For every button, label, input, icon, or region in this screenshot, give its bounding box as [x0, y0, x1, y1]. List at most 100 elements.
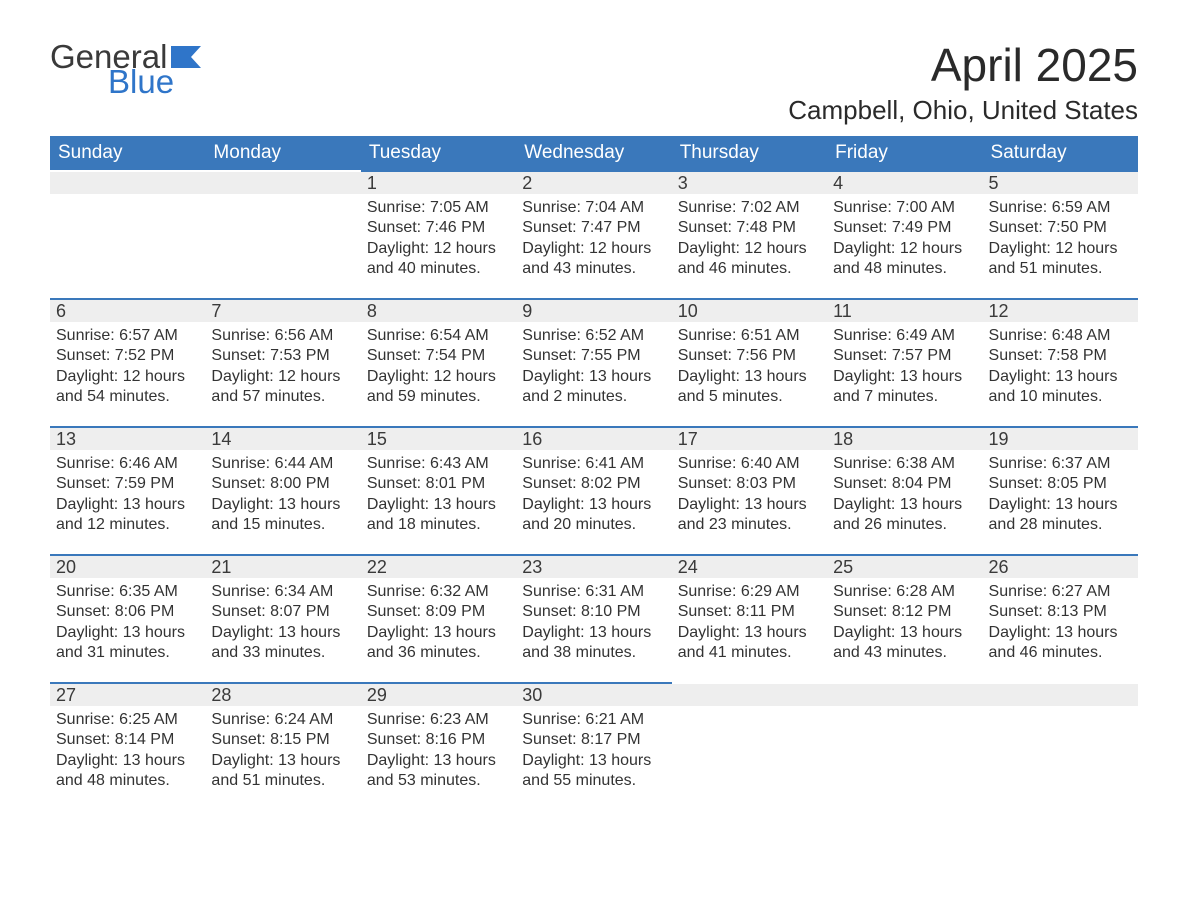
calendar-cell — [205, 170, 360, 298]
day-number — [827, 682, 982, 706]
calendar-cell: 27Sunrise: 6:25 AMSunset: 8:14 PMDayligh… — [50, 682, 205, 810]
sunset-line: Sunset: 7:55 PM — [522, 346, 665, 366]
day-header: Monday — [205, 136, 360, 170]
day-number: 6 — [50, 298, 205, 322]
day-number: 28 — [205, 682, 360, 706]
sunrise-line: Sunrise: 6:59 AM — [989, 198, 1132, 218]
daylight-line: Daylight: 13 hours and 36 minutes. — [367, 623, 510, 664]
sunrise-line: Sunrise: 7:02 AM — [678, 198, 821, 218]
calendar-cell: 22Sunrise: 6:32 AMSunset: 8:09 PMDayligh… — [361, 554, 516, 682]
day-number: 1 — [361, 170, 516, 194]
sunrise-line: Sunrise: 6:48 AM — [989, 326, 1132, 346]
sunset-line: Sunset: 8:09 PM — [367, 602, 510, 622]
sunset-line: Sunset: 8:04 PM — [833, 474, 976, 494]
day-details: Sunrise: 7:04 AMSunset: 7:47 PMDaylight:… — [516, 194, 671, 286]
sunrise-line: Sunrise: 6:46 AM — [56, 454, 199, 474]
sunset-line: Sunset: 8:12 PM — [833, 602, 976, 622]
daylight-line: Daylight: 13 hours and 55 minutes. — [522, 751, 665, 792]
day-details: Sunrise: 6:59 AMSunset: 7:50 PMDaylight:… — [983, 194, 1138, 286]
day-header: Saturday — [983, 136, 1138, 170]
sunset-line: Sunset: 7:57 PM — [833, 346, 976, 366]
day-number: 29 — [361, 682, 516, 706]
sunset-line: Sunset: 7:49 PM — [833, 218, 976, 238]
daylight-line: Daylight: 13 hours and 43 minutes. — [833, 623, 976, 664]
calendar-week: 1Sunrise: 7:05 AMSunset: 7:46 PMDaylight… — [50, 170, 1138, 298]
day-details: Sunrise: 6:44 AMSunset: 8:00 PMDaylight:… — [205, 450, 360, 542]
daylight-line: Daylight: 13 hours and 46 minutes. — [989, 623, 1132, 664]
page-title: April 2025 — [788, 40, 1138, 91]
day-number: 11 — [827, 298, 982, 322]
day-details: Sunrise: 6:41 AMSunset: 8:02 PMDaylight:… — [516, 450, 671, 542]
sunrise-line: Sunrise: 6:56 AM — [211, 326, 354, 346]
calendar-cell: 29Sunrise: 6:23 AMSunset: 8:16 PMDayligh… — [361, 682, 516, 810]
sunset-line: Sunset: 8:11 PM — [678, 602, 821, 622]
daylight-line: Daylight: 13 hours and 38 minutes. — [522, 623, 665, 664]
daylight-line: Daylight: 13 hours and 31 minutes. — [56, 623, 199, 664]
day-details: Sunrise: 6:48 AMSunset: 7:58 PMDaylight:… — [983, 322, 1138, 414]
day-number: 21 — [205, 554, 360, 578]
sunset-line: Sunset: 8:01 PM — [367, 474, 510, 494]
day-number: 14 — [205, 426, 360, 450]
sunrise-line: Sunrise: 6:29 AM — [678, 582, 821, 602]
calendar-table: SundayMondayTuesdayWednesdayThursdayFrid… — [50, 136, 1138, 810]
calendar-cell: 19Sunrise: 6:37 AMSunset: 8:05 PMDayligh… — [983, 426, 1138, 554]
sunset-line: Sunset: 8:03 PM — [678, 474, 821, 494]
calendar-cell: 17Sunrise: 6:40 AMSunset: 8:03 PMDayligh… — [672, 426, 827, 554]
day-number — [205, 170, 360, 194]
day-header: Sunday — [50, 136, 205, 170]
sunrise-line: Sunrise: 6:34 AM — [211, 582, 354, 602]
sunrise-line: Sunrise: 6:37 AM — [989, 454, 1132, 474]
sunset-line: Sunset: 8:06 PM — [56, 602, 199, 622]
daylight-line: Daylight: 12 hours and 43 minutes. — [522, 239, 665, 280]
daylight-line: Daylight: 12 hours and 54 minutes. — [56, 367, 199, 408]
daylight-line: Daylight: 13 hours and 48 minutes. — [56, 751, 199, 792]
day-details: Sunrise: 7:00 AMSunset: 7:49 PMDaylight:… — [827, 194, 982, 286]
day-number: 12 — [983, 298, 1138, 322]
day-details: Sunrise: 6:29 AMSunset: 8:11 PMDaylight:… — [672, 578, 827, 670]
calendar-cell: 2Sunrise: 7:04 AMSunset: 7:47 PMDaylight… — [516, 170, 671, 298]
sunrise-line: Sunrise: 6:44 AM — [211, 454, 354, 474]
header: General Blue April 2025 Campbell, Ohio, … — [50, 40, 1138, 126]
calendar-cell: 23Sunrise: 6:31 AMSunset: 8:10 PMDayligh… — [516, 554, 671, 682]
calendar-cell: 9Sunrise: 6:52 AMSunset: 7:55 PMDaylight… — [516, 298, 671, 426]
calendar-body: 1Sunrise: 7:05 AMSunset: 7:46 PMDaylight… — [50, 170, 1138, 810]
sunset-line: Sunset: 7:48 PM — [678, 218, 821, 238]
calendar-cell: 3Sunrise: 7:02 AMSunset: 7:48 PMDaylight… — [672, 170, 827, 298]
day-number: 9 — [516, 298, 671, 322]
day-number — [672, 682, 827, 706]
day-details: Sunrise: 6:38 AMSunset: 8:04 PMDaylight:… — [827, 450, 982, 542]
day-details: Sunrise: 6:57 AMSunset: 7:52 PMDaylight:… — [50, 322, 205, 414]
sunrise-line: Sunrise: 6:32 AM — [367, 582, 510, 602]
day-details: Sunrise: 6:32 AMSunset: 8:09 PMDaylight:… — [361, 578, 516, 670]
sunrise-line: Sunrise: 6:51 AM — [678, 326, 821, 346]
daylight-line: Daylight: 13 hours and 5 minutes. — [678, 367, 821, 408]
daylight-line: Daylight: 13 hours and 7 minutes. — [833, 367, 976, 408]
day-number — [50, 170, 205, 194]
day-details: Sunrise: 6:43 AMSunset: 8:01 PMDaylight:… — [361, 450, 516, 542]
sunset-line: Sunset: 8:10 PM — [522, 602, 665, 622]
day-number: 5 — [983, 170, 1138, 194]
sunrise-line: Sunrise: 6:27 AM — [989, 582, 1132, 602]
day-details: Sunrise: 6:34 AMSunset: 8:07 PMDaylight:… — [205, 578, 360, 670]
sunset-line: Sunset: 7:47 PM — [522, 218, 665, 238]
day-number: 7 — [205, 298, 360, 322]
calendar-week: 6Sunrise: 6:57 AMSunset: 7:52 PMDaylight… — [50, 298, 1138, 426]
daylight-line: Daylight: 12 hours and 46 minutes. — [678, 239, 821, 280]
day-number: 26 — [983, 554, 1138, 578]
day-details: Sunrise: 6:27 AMSunset: 8:13 PMDaylight:… — [983, 578, 1138, 670]
day-number: 30 — [516, 682, 671, 706]
daylight-line: Daylight: 13 hours and 20 minutes. — [522, 495, 665, 536]
day-details: Sunrise: 6:25 AMSunset: 8:14 PMDaylight:… — [50, 706, 205, 798]
day-number: 19 — [983, 426, 1138, 450]
sunset-line: Sunset: 7:56 PM — [678, 346, 821, 366]
calendar-cell: 16Sunrise: 6:41 AMSunset: 8:02 PMDayligh… — [516, 426, 671, 554]
calendar-cell: 1Sunrise: 7:05 AMSunset: 7:46 PMDaylight… — [361, 170, 516, 298]
day-number: 18 — [827, 426, 982, 450]
daylight-line: Daylight: 13 hours and 23 minutes. — [678, 495, 821, 536]
sunrise-line: Sunrise: 6:54 AM — [367, 326, 510, 346]
day-header: Thursday — [672, 136, 827, 170]
sunrise-line: Sunrise: 6:40 AM — [678, 454, 821, 474]
daylight-line: Daylight: 12 hours and 57 minutes. — [211, 367, 354, 408]
sunset-line: Sunset: 7:54 PM — [367, 346, 510, 366]
daylight-line: Daylight: 13 hours and 26 minutes. — [833, 495, 976, 536]
